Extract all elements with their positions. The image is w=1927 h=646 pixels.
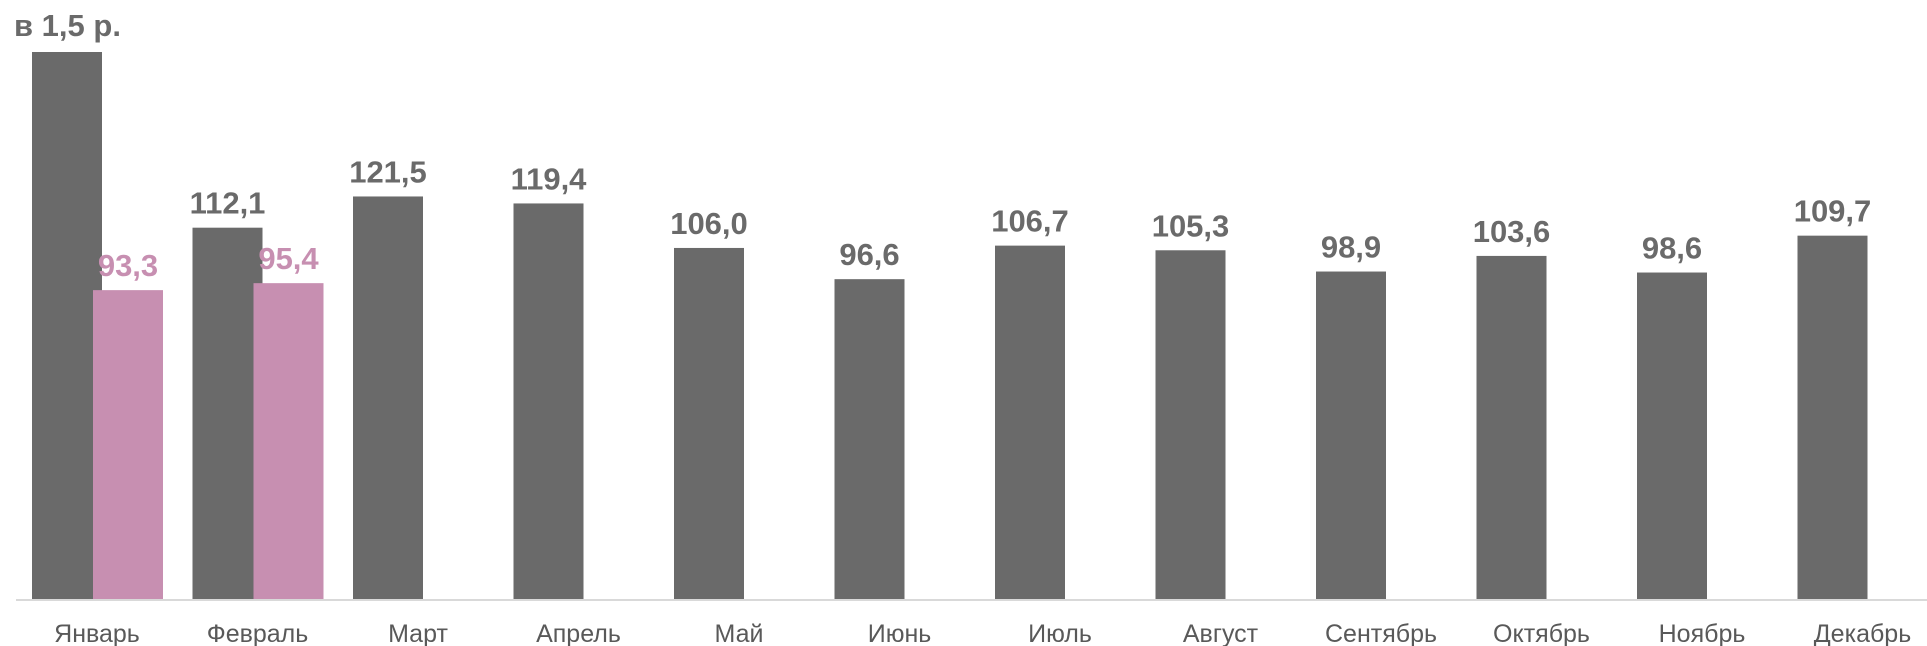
value-label-1-6: 96,6 — [839, 237, 899, 272]
bar-1-6 — [834, 279, 905, 600]
bar-1-1 — [32, 52, 102, 600]
value-label-2-2: 95,4 — [258, 241, 319, 276]
category-label-10: Октябрь — [1493, 620, 1590, 646]
value-label-1-11: 98,6 — [1642, 231, 1702, 266]
category-label-7: Июль — [1028, 620, 1092, 646]
category-label-8: Август — [1183, 620, 1259, 646]
value-labels-layer: в 1,5 р. 93,3 112,1 95,4 121,5 119,4 106,0 96,6… — [14, 8, 1871, 283]
category-label-3: Март — [388, 620, 448, 646]
category-label-1: Январь — [54, 620, 140, 646]
category-label-4: Апрель — [536, 620, 621, 646]
bar-2-2 — [253, 283, 324, 600]
value-label-1-3: 121,5 — [349, 154, 427, 189]
category-labels-layer: Январь Февраль Март Апрель Май Июнь Июль Август… — [54, 620, 1911, 646]
bar-1-10 — [1476, 255, 1547, 600]
category-label-11: Ноябрь — [1659, 620, 1746, 646]
bar-1-7 — [995, 245, 1065, 601]
bar-1-12 — [1797, 235, 1868, 600]
category-label-9: Сентябрь — [1325, 620, 1437, 646]
value-label-1-9: 98,9 — [1321, 230, 1381, 265]
value-label-2-1: 93,3 — [98, 248, 158, 283]
value-label-1-2: 112,1 — [190, 186, 266, 221]
bar-1-8 — [1155, 250, 1226, 600]
value-label-1-8: 105,3 — [1152, 208, 1230, 243]
value-label-1-7: 106,7 — [991, 204, 1069, 239]
bar-1-5 — [674, 247, 744, 600]
bar-1-4 — [513, 203, 584, 600]
value-label-1-12: 109,7 — [1794, 194, 1872, 229]
category-label-6: Июнь — [868, 620, 932, 646]
value-label-1-10: 103,6 — [1473, 214, 1551, 249]
bars-layer — [32, 52, 1868, 601]
bar-2-1 — [93, 290, 163, 600]
category-label-12: Декабрь — [1814, 620, 1911, 646]
value-label-1-1: в 1,5 р. — [14, 8, 121, 43]
category-label-2: Февраль — [207, 620, 309, 646]
bar-1-9 — [1316, 271, 1386, 600]
bar-1-3 — [353, 196, 423, 601]
bar-1-11 — [1637, 272, 1707, 600]
bar-1-2 — [192, 227, 263, 600]
value-label-1-5: 106,0 — [670, 206, 748, 241]
value-label-1-4: 119,4 — [511, 161, 588, 196]
category-label-5: Май — [715, 620, 764, 646]
